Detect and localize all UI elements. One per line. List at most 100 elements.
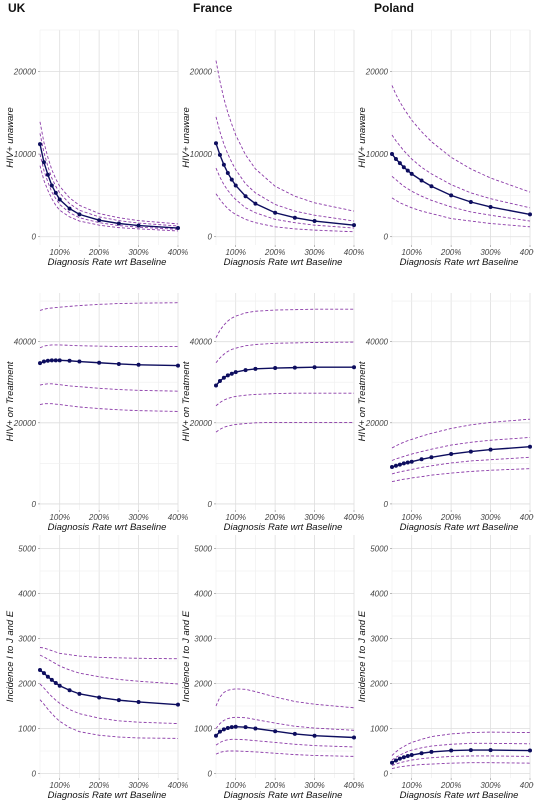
y-axis-label: HIV+ unaware: [181, 107, 192, 167]
x-tick-label: 300%: [128, 513, 148, 522]
data-point: [67, 206, 72, 211]
data-point: [409, 753, 414, 758]
y-tick-label: 20000: [365, 67, 389, 76]
data-point: [449, 193, 454, 198]
data-point: [214, 383, 218, 388]
data-point: [214, 141, 218, 146]
data-point: [136, 699, 141, 704]
x-axis-label: Diagnosis Rate wrt Baseline: [48, 522, 167, 533]
series-band-lower-95: [215, 750, 355, 757]
column-title-france: France: [193, 1, 233, 15]
panel-france-r1: 0 20000 40000 100% 200% 300% 400%Diagnosis Rat…: [181, 293, 364, 533]
data-point: [97, 360, 102, 365]
x-tick-label: 400%: [520, 248, 534, 257]
y-tick-label: 0: [208, 233, 213, 242]
x-tick-label: 300%: [128, 248, 148, 257]
y-tick-label: 3000: [18, 635, 36, 644]
y-tick-label: 0: [208, 770, 213, 779]
x-tick-label: 100%: [401, 513, 421, 522]
series-line-main: [39, 143, 179, 229]
y-axis-label: Incidence I to J and E: [5, 610, 16, 702]
x-tick-label: 400%: [168, 513, 188, 522]
data-point: [67, 688, 72, 693]
data-point: [292, 215, 297, 220]
data-point: [352, 365, 356, 370]
data-point: [419, 751, 424, 756]
panel-uk-r1: 0 20000 40000 100% 200% 300% 400%Diagnosis Rat…: [5, 293, 188, 533]
x-tick-label: 100%: [225, 248, 245, 257]
data-point: [312, 733, 317, 738]
data-point: [229, 177, 234, 182]
data-point: [176, 363, 180, 368]
y-tick-label: 0: [384, 500, 389, 509]
data-point: [221, 375, 226, 380]
series-band-upper-95: [391, 731, 531, 756]
data-point: [390, 760, 394, 765]
panel-bg: [40, 30, 178, 245]
x-axis-label: Diagnosis Rate wrt Baseline: [400, 522, 519, 533]
y-tick-label: 4000: [18, 590, 36, 599]
data-point: [449, 452, 454, 457]
data-point: [225, 726, 230, 731]
data-point: [419, 178, 424, 183]
series-band-upper-95: [39, 302, 179, 311]
data-point: [53, 358, 58, 363]
data-point: [488, 204, 493, 209]
x-axis-label: Diagnosis Rate wrt Baseline: [224, 522, 343, 533]
data-point: [405, 460, 410, 465]
y-axis-label: HIV+ unaware: [357, 107, 368, 167]
data-point: [397, 462, 402, 467]
y-tick-label: 10000: [14, 150, 37, 159]
x-tick-label: 100%: [49, 248, 69, 257]
panel-bg: [216, 30, 354, 245]
data-point: [352, 223, 356, 228]
data-point: [429, 749, 434, 754]
x-tick-label: 200%: [264, 248, 285, 257]
data-point: [41, 671, 46, 676]
x-tick-label: 100%: [225, 513, 245, 522]
y-tick-label: 5000: [370, 545, 388, 554]
panel-france-r2: 0 1000 2000 3000 4000 5000 100% 200% 300% 400%Dia…: [181, 535, 364, 801]
data-point: [401, 755, 406, 760]
data-point: [429, 184, 434, 189]
y-tick-label: 10000: [366, 150, 389, 159]
data-point: [528, 748, 532, 753]
data-point: [528, 212, 532, 217]
y-axis-label: HIV+ on Treatment: [357, 361, 368, 441]
x-tick-label: 400%: [520, 513, 534, 522]
x-tick-label: 200%: [88, 781, 109, 790]
x-tick-label: 200%: [440, 781, 461, 790]
x-tick-label: 100%: [49, 781, 69, 790]
data-point: [221, 727, 226, 732]
x-tick-label: 300%: [480, 781, 500, 790]
series-band-upper-95: [391, 418, 531, 449]
data-point: [397, 756, 402, 761]
data-point: [136, 362, 141, 367]
x-axis-label: Diagnosis Rate wrt Baseline: [48, 790, 167, 801]
series-band-lower-95: [215, 193, 355, 233]
data-point: [429, 455, 434, 460]
x-axis-label: Diagnosis Rate wrt Baseline: [400, 257, 519, 268]
data-point: [41, 160, 46, 165]
data-point: [393, 758, 398, 763]
data-point: [449, 748, 454, 753]
series-band-lower-50: [391, 755, 531, 766]
y-tick-label: 5000: [194, 545, 212, 554]
x-tick-label: 200%: [88, 248, 109, 257]
data-point: [273, 729, 278, 734]
series-band-upper-50: [215, 116, 355, 222]
panel-bg: [392, 293, 530, 510]
y-axis-label: HIV+ on Treatment: [181, 361, 192, 441]
data-point: [38, 142, 42, 147]
series-band-lower-50: [39, 383, 179, 392]
data-point: [393, 157, 398, 161]
y-tick-label: 5000: [18, 545, 36, 554]
data-point: [97, 695, 102, 700]
y-tick-label: 1000: [18, 725, 36, 734]
x-tick-label: 400%: [168, 781, 188, 790]
data-point: [312, 365, 317, 370]
data-point: [229, 725, 234, 730]
panel-poland-r2: 0 1000 2000 3000 4000 5000 100% 200% 300% 400%Dia…: [357, 535, 534, 801]
series-band-upper-50: [391, 436, 531, 461]
data-point: [176, 702, 180, 707]
